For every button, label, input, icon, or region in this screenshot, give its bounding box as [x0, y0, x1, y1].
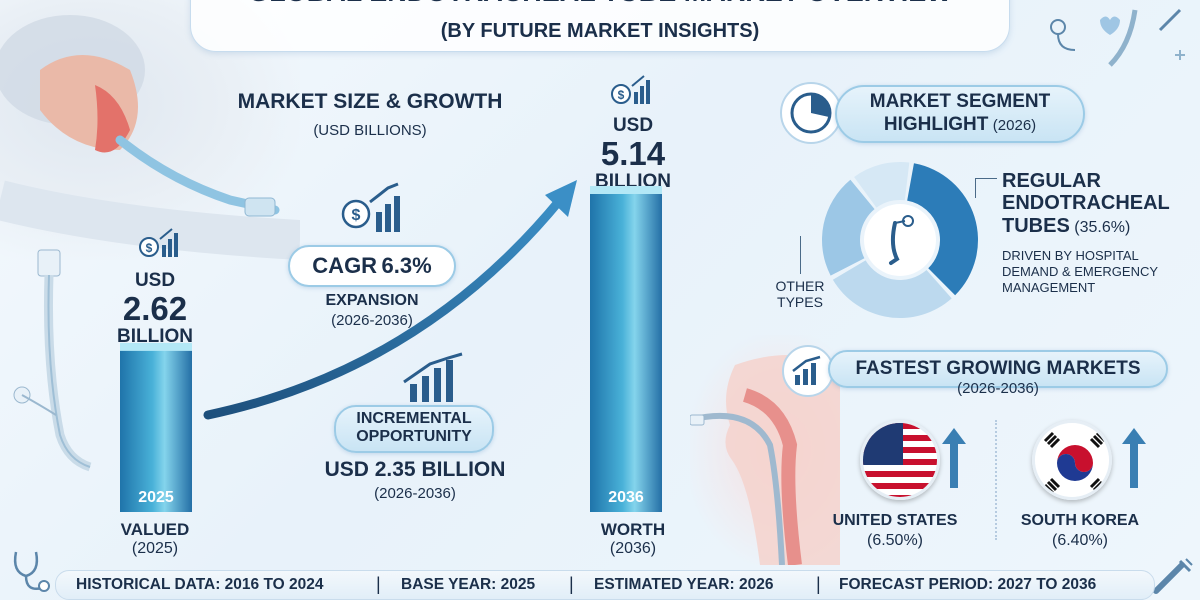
- market-size-unit: (USD BILLIONS): [313, 122, 427, 139]
- cagr-pill: CAGR 6.3%: [288, 245, 456, 287]
- chart-icon-left: $: [138, 225, 182, 266]
- incremental-value-block: USD 2.35 BILLION (2026-2036): [290, 458, 540, 502]
- us-growth-arrow-icon: [940, 428, 968, 495]
- growth-arrow: [203, 195, 565, 420]
- right-bar-caption-block: WORTH (2036): [578, 520, 688, 558]
- chart-icon-right: $: [610, 72, 654, 113]
- cagr-desc: EXPANSION: [325, 292, 419, 309]
- tube-illustration-left: [10, 245, 105, 475]
- bar-top-2036: [590, 186, 662, 194]
- segment-primary-leader: [975, 178, 997, 198]
- segment-primary-line2: ENDOTRACHEAL: [1002, 192, 1170, 214]
- page-title: GLOBAL ENDOTRACHEAL TUBE MARKET OVERVIEW: [191, 0, 1009, 8]
- right-bar-caption-year: (2036): [609, 540, 657, 557]
- svg-text:$: $: [352, 207, 361, 224]
- left-bar-caption-year: (2025): [131, 540, 179, 557]
- medical-icons-top-right: [1040, 5, 1190, 80]
- segment-heading-year: (2026): [992, 117, 1037, 134]
- donut-center: [864, 204, 936, 276]
- footer-bar: HISTORICAL DATA: 2016 TO 2024 | BASE YEA…: [55, 570, 1155, 600]
- kr-growth-arrow-icon: [1120, 428, 1148, 495]
- right-bar-caption: WORTH: [600, 520, 666, 539]
- bar-year-label: 2036: [608, 489, 644, 506]
- cagr-period: (2026-2036): [331, 312, 413, 329]
- donut-slice-other-3: [854, 162, 910, 208]
- segment-primary-share: (35.6%): [1074, 219, 1131, 236]
- footer-separator: |: [376, 574, 381, 594]
- footer-estimated-year: ESTIMATED YEAR: 2026: [594, 576, 774, 593]
- market-rate-us: (6.50%): [866, 532, 924, 549]
- fastest-heading: FASTEST GROWING MARKETS: [855, 358, 1141, 379]
- segment-donut-chart: [822, 162, 978, 318]
- left-bar-caption: VALUED: [120, 520, 190, 539]
- left-bar-caption-block: VALUED (2025): [100, 520, 210, 558]
- market-size-heading: MARKET SIZE & GROWTH: [237, 90, 503, 113]
- incremental-icon: [400, 352, 470, 409]
- title-banner: GLOBAL ENDOTRACHEAL TUBE MARKET OVERVIEW…: [190, 0, 1010, 52]
- throat-illustration: [689, 335, 840, 566]
- kr-market-block: SOUTH KOREA (6.40%): [1000, 512, 1160, 550]
- tube-icon: [889, 215, 914, 265]
- cagr-label: CAGR: [312, 253, 378, 278]
- segment-primary-line1: REGULAR: [1002, 170, 1101, 192]
- pie-chart-icon-badge: [780, 82, 842, 144]
- fastest-period: (2026-2036): [957, 380, 1039, 397]
- market-rate-kr: (6.40%): [1051, 532, 1109, 549]
- donut-slice-other-1: [832, 260, 952, 318]
- syringe-icon: [1150, 555, 1194, 600]
- market-name-kr: SOUTH KOREA: [1020, 512, 1140, 529]
- fastest-heading-pill: FASTEST GROWING MARKETS: [828, 350, 1168, 388]
- market-name-us: UNITED STATES: [832, 512, 958, 529]
- market-size-heading-block: MARKET SIZE & GROWTH (USD BILLIONS): [215, 90, 525, 139]
- stethoscope-icon: [8, 548, 52, 600]
- cagr-desc-block: EXPANSION (2026-2036): [288, 292, 456, 329]
- footer-base-year: BASE YEAR: 2025: [401, 576, 536, 593]
- segment-primary-desc-line3: MANAGEMENT: [1002, 280, 1096, 295]
- south-korea-flag-icon: [1032, 420, 1112, 500]
- donut-slice-regular: [907, 163, 978, 296]
- segment-heading-line1: MARKET SEGMENT: [869, 91, 1051, 112]
- incremental-pill: INCREMENTAL OPPORTUNITY: [334, 405, 494, 453]
- segment-primary-desc-line1: DRIVEN BY HOSPITAL: [1002, 248, 1139, 263]
- segment-primary-block: REGULAR ENDOTRACHEAL TUBES (35.6%) DRIVE…: [1002, 170, 1192, 296]
- footer-separator: |: [569, 574, 574, 594]
- cagr-icon: $: [340, 180, 406, 241]
- segment-heading-line2: HIGHLIGHT: [883, 114, 989, 135]
- segment-other-block: OTHER TYPES: [760, 278, 840, 310]
- incremental-label-line2: OPPORTUNITY: [356, 428, 472, 445]
- page-subtitle: (BY FUTURE MARKET INSIGHTS): [440, 20, 760, 42]
- incremental-value: USD 2.35 BILLION: [324, 458, 506, 481]
- us-market-block: UNITED STATES (6.50%): [820, 512, 970, 550]
- footer-forecast: FORECAST PERIOD: 2027 TO 2036: [839, 576, 1097, 593]
- segment-heading-pill: MARKET SEGMENT HIGHLIGHT (2026): [835, 85, 1085, 143]
- markets-divider: [995, 420, 997, 540]
- donut-slice-other-2: [822, 179, 875, 276]
- growth-arrow-head: [545, 180, 577, 217]
- right-bar-currency: USD: [612, 115, 654, 136]
- bar-year-label: 2025: [138, 489, 174, 506]
- bar-2036: [590, 192, 662, 512]
- bar-2025: [120, 348, 192, 512]
- incremental-period: (2026-2036): [374, 485, 456, 502]
- left-bar-value-block: USD 2.62 BILLION: [100, 270, 210, 348]
- segment-other-leader: [800, 236, 818, 274]
- segment-primary-desc-line2: DEMAND & EMERGENCY: [1002, 264, 1159, 279]
- us-flag-icon: [860, 420, 940, 500]
- segment-other-line1: OTHER: [775, 278, 825, 294]
- bar-top-2025: [120, 342, 192, 351]
- segment-other-line2: TYPES: [777, 294, 823, 310]
- left-bar-value: 2.62: [122, 290, 188, 327]
- left-bar-unit: BILLION: [117, 326, 193, 347]
- growth-chart-icon-badge: [782, 345, 834, 397]
- right-bar-value: 5.14: [600, 135, 666, 172]
- footer-separator: |: [816, 574, 821, 594]
- segment-primary-line3: TUBES: [1002, 215, 1070, 237]
- footer-historical: HISTORICAL DATA: 2016 TO 2024: [76, 576, 324, 593]
- cagr-value: 6.3%: [381, 253, 432, 278]
- svg-text:$: $: [146, 241, 153, 255]
- incremental-label-line1: INCREMENTAL: [356, 410, 472, 427]
- left-bar-currency: USD: [134, 270, 176, 291]
- svg-text:$: $: [618, 88, 625, 102]
